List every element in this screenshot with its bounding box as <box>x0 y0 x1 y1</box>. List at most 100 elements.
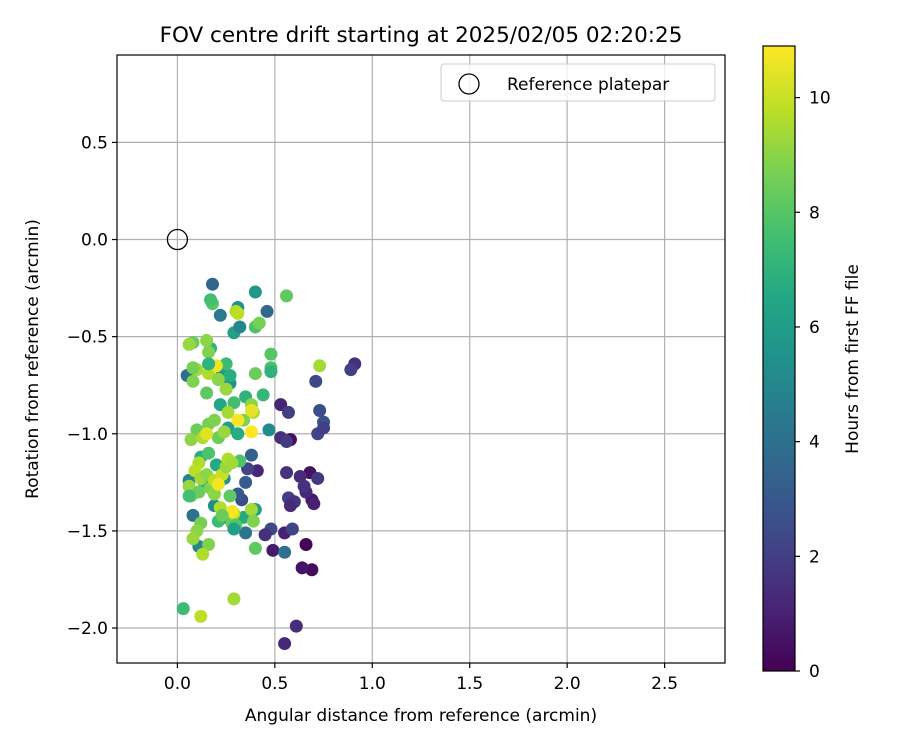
legend-box <box>440 63 716 102</box>
data-point <box>289 619 303 633</box>
y-tick-label: −1.0 <box>67 425 108 445</box>
data-point <box>317 421 331 435</box>
data-point <box>225 456 239 470</box>
data-point <box>233 320 247 334</box>
data-point <box>278 545 292 559</box>
data-point <box>266 543 280 557</box>
data-point <box>244 448 258 462</box>
data-point <box>246 514 260 528</box>
data-point <box>202 357 216 371</box>
colorbar-tick-label: 2 <box>809 547 820 567</box>
x-tick-label: 0.5 <box>261 674 288 694</box>
data-point <box>248 541 262 555</box>
data-point <box>202 345 216 359</box>
data-point <box>211 477 225 491</box>
data-point <box>202 446 216 460</box>
colorbar-tick-label: 4 <box>809 433 820 453</box>
data-point <box>280 289 294 303</box>
scatter-points <box>176 277 362 651</box>
data-point <box>295 561 309 575</box>
data-point <box>219 382 233 396</box>
data-point <box>258 528 272 542</box>
data-point <box>186 532 200 546</box>
data-point <box>186 361 200 375</box>
data-point <box>182 337 196 351</box>
x-tick-label: 1.5 <box>456 674 483 694</box>
data-point <box>344 363 358 377</box>
data-point <box>248 367 262 381</box>
data-point <box>200 334 214 348</box>
data-point <box>283 499 297 513</box>
data-point <box>307 497 321 511</box>
colorbar-gradient <box>762 45 796 672</box>
data-point <box>225 504 239 518</box>
colorbar-tick-label: 6 <box>809 318 820 338</box>
reference-platepar-marker <box>166 228 189 251</box>
data-point <box>202 538 216 552</box>
colorbar: 0 2 4 6 8 10 Hours from first FF file <box>762 45 863 682</box>
data-point <box>244 503 258 517</box>
data-point <box>223 489 237 503</box>
data-point <box>299 538 313 552</box>
data-point <box>192 485 206 499</box>
x-tick-label: 2.5 <box>651 674 678 694</box>
y-axis-label: Rotation from reference (arcmin) <box>23 219 43 499</box>
data-point <box>244 403 258 417</box>
data-point <box>264 347 278 361</box>
legend-marker-reference <box>458 73 480 95</box>
y-tick-label: −2.0 <box>67 619 108 639</box>
data-point <box>297 479 311 493</box>
legend-label-reference: Reference platepar <box>507 75 669 95</box>
x-tick-label: 2.0 <box>554 674 581 694</box>
colorbar-tick-label: 0 <box>809 662 820 682</box>
plot-frame <box>116 54 726 664</box>
data-point <box>239 475 253 489</box>
data-point <box>280 435 294 449</box>
data-point <box>182 489 196 503</box>
data-point <box>248 285 262 299</box>
data-point <box>213 308 227 322</box>
x-axis: 0.0 0.5 1.0 1.5 2.0 2.5 <box>164 663 678 694</box>
data-point <box>280 466 294 480</box>
data-point <box>231 413 245 427</box>
x-tick-label: 0.0 <box>164 674 191 694</box>
data-point <box>186 374 200 388</box>
chart-title: FOV centre drift starting at 2025/02/05 … <box>160 23 683 48</box>
colorbar-tick-label: 10 <box>809 89 831 109</box>
data-point <box>227 396 241 410</box>
data-point <box>227 522 241 536</box>
data-point <box>184 433 198 447</box>
data-point <box>260 304 274 318</box>
data-point <box>200 427 214 441</box>
data-point <box>256 388 270 402</box>
data-point <box>278 637 292 651</box>
data-point <box>250 464 264 478</box>
data-point <box>252 316 266 330</box>
data-point <box>211 372 225 386</box>
data-point <box>194 609 208 623</box>
data-point <box>285 522 299 536</box>
data-point <box>231 306 245 320</box>
data-point <box>239 526 253 540</box>
data-point <box>264 365 278 379</box>
data-point <box>196 547 210 561</box>
data-point <box>262 423 276 437</box>
data-point <box>281 405 295 419</box>
data-point <box>313 359 327 373</box>
data-point <box>309 374 323 388</box>
x-axis-label: Angular distance from reference (arcmin) <box>245 706 597 726</box>
data-point <box>204 293 218 307</box>
colorbar-label: Hours from first FF file <box>843 264 863 454</box>
data-point <box>219 357 233 371</box>
data-point <box>205 277 219 291</box>
colorbar-tick-label: 8 <box>809 203 820 223</box>
data-point <box>221 405 235 419</box>
y-tick-label: −1.5 <box>67 522 108 542</box>
y-tick-label: 0.0 <box>81 231 108 251</box>
y-tick-label: −0.5 <box>67 328 108 348</box>
y-axis: 0.5 0.0 −0.5 −1.0 −1.5 −2.0 <box>67 133 117 639</box>
data-point <box>227 592 241 606</box>
y-tick-label: 0.5 <box>81 133 108 153</box>
data-point <box>311 471 325 485</box>
